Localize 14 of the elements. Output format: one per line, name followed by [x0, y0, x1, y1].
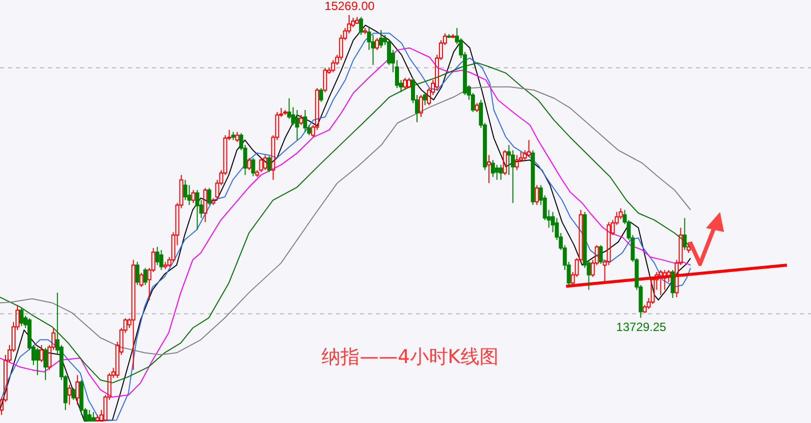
candlestick	[486, 154, 491, 184]
annotation: 15269.00	[324, 0, 376, 14]
candlestick	[187, 184, 192, 206]
text: 纳指——4小时K线图	[320, 345, 500, 370]
annotation: 13729.25	[615, 320, 668, 334]
candlestick	[159, 250, 164, 270]
candlestick	[331, 60, 336, 73]
candlestick	[371, 34, 376, 66]
candlestick	[379, 30, 384, 48]
candlestick	[295, 110, 300, 141]
candlestick	[195, 189, 200, 230]
candlestick	[506, 144, 511, 176]
candlestick	[510, 150, 515, 204]
candlestick	[191, 189, 196, 204]
